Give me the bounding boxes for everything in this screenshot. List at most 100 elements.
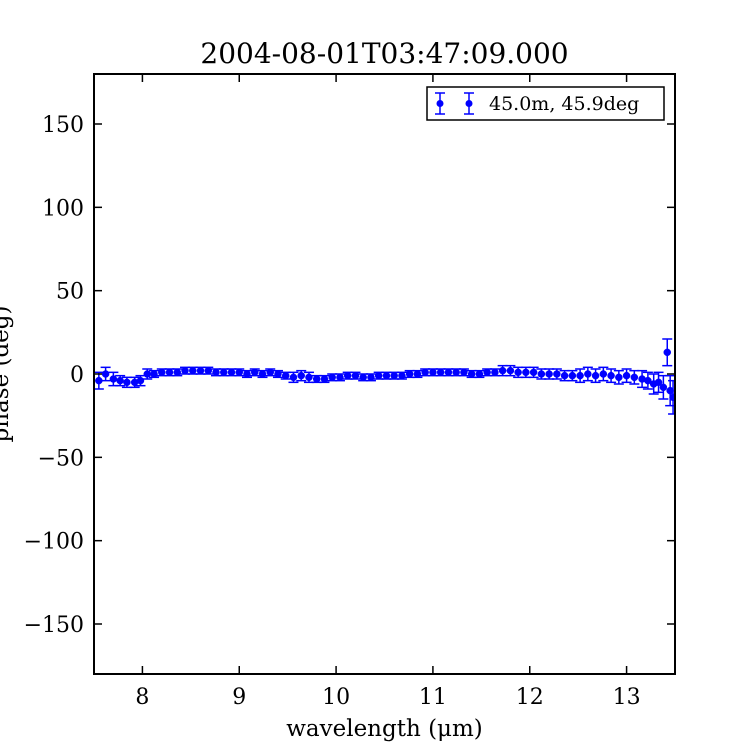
data-point xyxy=(506,366,515,375)
data-point xyxy=(305,373,313,382)
y-tick-label: 150 xyxy=(42,113,84,138)
data-point xyxy=(666,386,674,395)
data-point xyxy=(537,370,546,378)
data-point xyxy=(123,378,131,387)
data-point xyxy=(545,370,553,378)
data-point xyxy=(382,371,391,380)
data-point xyxy=(622,371,631,380)
data-point xyxy=(212,368,220,377)
y-tick-label: 0 xyxy=(70,363,84,388)
data-point xyxy=(250,368,259,377)
data-points xyxy=(95,348,675,402)
data-point xyxy=(165,368,174,377)
y-tick-label: −150 xyxy=(24,613,84,638)
data-point xyxy=(266,368,274,377)
data-point xyxy=(522,368,530,377)
data-point xyxy=(514,368,522,377)
chart-title: 2004-08-01T03:47:09.000 xyxy=(200,37,568,70)
data-point xyxy=(95,376,103,385)
data-point xyxy=(452,368,460,377)
data-point xyxy=(529,368,538,377)
x-tick-label: 12 xyxy=(516,685,544,710)
legend: 45.0m, 45.9deg xyxy=(426,86,665,121)
data-point xyxy=(235,368,243,377)
data-point xyxy=(584,370,592,378)
y-axis-label: phase (deg) xyxy=(0,306,14,443)
data-point xyxy=(460,368,468,377)
data-point xyxy=(591,371,600,380)
data-point xyxy=(669,393,675,402)
data-point xyxy=(258,370,267,378)
x-axis-ticks: 8 9 10 11 12 13 xyxy=(135,74,641,710)
data-point xyxy=(491,368,499,377)
x-axis-label: wavelength (μm) xyxy=(286,716,483,742)
data-point xyxy=(467,370,476,378)
data-point xyxy=(220,368,228,377)
data-point xyxy=(659,383,668,392)
data-point xyxy=(243,370,251,378)
data-point xyxy=(297,371,305,380)
y-axis-ticks: −150 −100 −50 0 50 100 150 xyxy=(24,113,675,638)
y-tick-label: 100 xyxy=(42,196,84,221)
data-point xyxy=(398,371,406,380)
data-point xyxy=(101,370,110,378)
data-point xyxy=(405,370,414,378)
data-point xyxy=(274,370,282,378)
x-tick-label: 10 xyxy=(322,685,350,710)
data-point xyxy=(663,348,672,357)
y-tick-label: 50 xyxy=(56,280,84,305)
data-point xyxy=(136,376,145,385)
data-point xyxy=(143,370,152,378)
data-point xyxy=(615,373,623,382)
y-tick-label: −50 xyxy=(38,446,84,471)
data-point xyxy=(336,373,344,382)
data-point xyxy=(116,376,124,385)
data-point xyxy=(150,370,158,378)
data-point xyxy=(644,376,652,385)
data-point xyxy=(475,370,484,378)
data-point xyxy=(630,373,639,382)
data-point xyxy=(444,368,453,377)
data-point xyxy=(196,366,205,375)
data-point xyxy=(328,373,336,382)
data-point xyxy=(607,371,615,380)
data-point xyxy=(281,371,290,380)
x-tick-label: 9 xyxy=(232,685,246,710)
data-point xyxy=(498,366,507,375)
data-point xyxy=(312,375,321,383)
data-point xyxy=(109,375,118,383)
data-point xyxy=(654,378,663,387)
legend-point xyxy=(436,100,444,107)
legend-label: 45.0m, 45.9deg xyxy=(489,93,639,115)
data-point xyxy=(359,373,367,382)
data-point xyxy=(421,368,429,377)
x-tick-label: 11 xyxy=(419,685,447,710)
data-point xyxy=(429,368,437,377)
data-point xyxy=(374,371,383,380)
data-point xyxy=(367,373,375,382)
data-point xyxy=(289,373,298,382)
x-tick-label: 8 xyxy=(135,685,149,710)
data-point xyxy=(599,370,608,378)
data-point xyxy=(320,375,329,383)
data-point xyxy=(413,370,422,378)
data-point xyxy=(576,371,584,380)
x-tick-label: 13 xyxy=(613,685,641,710)
data-point xyxy=(351,371,360,380)
data-point xyxy=(189,366,197,375)
data-point xyxy=(568,371,577,380)
data-point xyxy=(181,366,189,375)
data-point xyxy=(436,368,445,377)
data-point xyxy=(227,368,236,377)
data-point xyxy=(173,368,182,377)
data-point xyxy=(204,366,213,375)
y-tick-label: −100 xyxy=(24,530,84,555)
data-point xyxy=(343,371,352,380)
data-point xyxy=(390,371,398,380)
data-point xyxy=(553,370,561,378)
data-point xyxy=(560,371,569,380)
data-point xyxy=(483,368,491,377)
data-point xyxy=(158,368,166,377)
legend-marker xyxy=(435,92,474,115)
